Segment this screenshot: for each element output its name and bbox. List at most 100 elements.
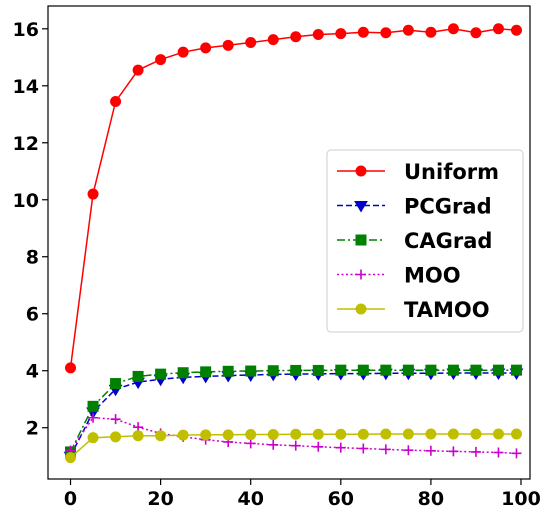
data-point-moo (313, 441, 324, 452)
data-point-moo (358, 443, 369, 454)
data-point-tamoo (447, 428, 459, 440)
data-point-uniform (132, 64, 144, 76)
x-tick-label: 60 (328, 488, 354, 508)
legend-marker-cagrad (355, 234, 367, 246)
data-point-tamoo (267, 429, 279, 441)
data-point-moo (425, 445, 436, 456)
data-point-uniform (335, 28, 347, 40)
data-point-tamoo (402, 428, 414, 440)
y-tick-label: 10 (13, 190, 39, 212)
plot-frame (47, 5, 531, 480)
legend-label-cagrad: CAGrad (404, 229, 492, 253)
data-point-cagrad (132, 370, 144, 382)
data-point-cagrad (312, 364, 324, 376)
axes: 0 20 40 60 80 100 2 4 6 8 10 12 14 16 (13, 5, 541, 510)
data-point-cagrad (290, 364, 302, 376)
data-point-tamoo (470, 428, 482, 440)
data-point-cagrad (267, 365, 279, 377)
data-point-uniform (447, 23, 459, 35)
data-point-tamoo (155, 430, 167, 442)
legend-label-uniform: Uniform (404, 160, 499, 184)
data-point-uniform (267, 34, 279, 46)
x-tick-label: 40 (237, 488, 263, 508)
data-point-cagrad (177, 367, 189, 379)
data-point-tamoo (425, 428, 437, 440)
data-point-moo (110, 414, 121, 425)
data-point-tamoo (132, 430, 144, 442)
legend: Uniform PCGrad CAGrad MOO TAMOO (326, 149, 524, 333)
x-tick-label: 100 (501, 488, 541, 508)
series-group (63, 23, 524, 464)
legend-box (326, 149, 524, 333)
data-point-cagrad (447, 364, 459, 376)
data-point-cagrad (380, 364, 392, 376)
y-tick-label: 4 (26, 361, 39, 383)
data-point-moo (268, 439, 279, 450)
data-point-cagrad (87, 400, 99, 412)
legend-marker-uniform (355, 165, 367, 177)
data-point-cagrad (470, 364, 482, 376)
data-point-tamoo (245, 429, 257, 441)
data-point-cagrad (200, 366, 212, 378)
data-point-cagrad (155, 368, 167, 380)
data-point-uniform (65, 362, 77, 374)
data-point-tamoo (87, 432, 99, 444)
x-tick-label: 20 (147, 488, 173, 508)
series-uniform (65, 23, 522, 374)
data-point-moo (380, 444, 391, 455)
data-point-uniform (425, 26, 437, 38)
data-point-cagrad (425, 364, 437, 376)
data-point-tamoo (110, 431, 122, 443)
legend-label-pcgrad: PCGrad (404, 195, 492, 219)
data-point-tamoo (357, 428, 369, 440)
data-point-uniform (155, 54, 167, 66)
data-point-tamoo (222, 429, 234, 441)
y-tick-label: 16 (13, 19, 39, 41)
data-point-cagrad (335, 364, 347, 376)
data-point-uniform (222, 39, 234, 51)
legend-label-moo: MOO (404, 264, 461, 288)
data-point-moo (88, 412, 99, 423)
data-point-tamoo (335, 428, 347, 440)
y-tick-label: 6 (26, 304, 39, 326)
data-point-moo (245, 438, 256, 449)
data-point-moo (403, 445, 414, 456)
data-point-tamoo (290, 428, 302, 440)
data-point-cagrad (110, 378, 122, 390)
legend-label-tamoo: TAMOO (404, 298, 490, 322)
data-point-uniform (290, 31, 302, 43)
data-point-cagrad (492, 364, 504, 376)
data-point-tamoo (200, 429, 212, 441)
y-tick-label: 14 (13, 76, 39, 98)
series-cagrad (65, 364, 522, 458)
data-point-uniform (510, 24, 522, 36)
data-point-uniform (110, 95, 122, 107)
data-point-uniform (245, 36, 257, 48)
data-point-tamoo (492, 428, 504, 440)
data-point-cagrad (222, 365, 234, 377)
data-point-cagrad (357, 364, 369, 376)
data-point-uniform (492, 23, 504, 35)
data-point-uniform (470, 27, 482, 39)
data-point-cagrad (402, 364, 414, 376)
data-point-moo (335, 442, 346, 453)
y-tick-label: 8 (26, 247, 39, 269)
data-point-tamoo (312, 428, 324, 440)
data-point-tamoo (380, 428, 392, 440)
data-point-moo (290, 440, 301, 451)
data-point-cagrad (245, 365, 257, 377)
data-point-moo (493, 447, 504, 458)
series-tamoo (65, 428, 522, 464)
x-tick-label: 0 (64, 488, 77, 508)
data-point-tamoo (510, 428, 522, 440)
data-point-moo (448, 446, 459, 457)
data-point-uniform (87, 188, 99, 200)
data-point-cagrad (510, 364, 522, 376)
data-point-uniform (357, 26, 369, 38)
legend-marker-tamoo (355, 303, 367, 315)
y-tick-label: 2 (26, 418, 39, 440)
legend-marker-pcgrad (354, 201, 368, 213)
data-point-moo (470, 446, 481, 457)
